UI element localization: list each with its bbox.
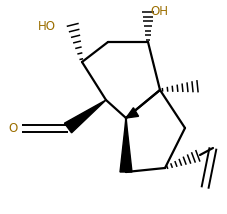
- Text: OH: OH: [150, 5, 168, 18]
- Polygon shape: [64, 100, 106, 133]
- Polygon shape: [120, 118, 132, 172]
- Text: HO: HO: [38, 20, 56, 33]
- Text: O: O: [8, 122, 17, 135]
- Polygon shape: [126, 108, 138, 118]
